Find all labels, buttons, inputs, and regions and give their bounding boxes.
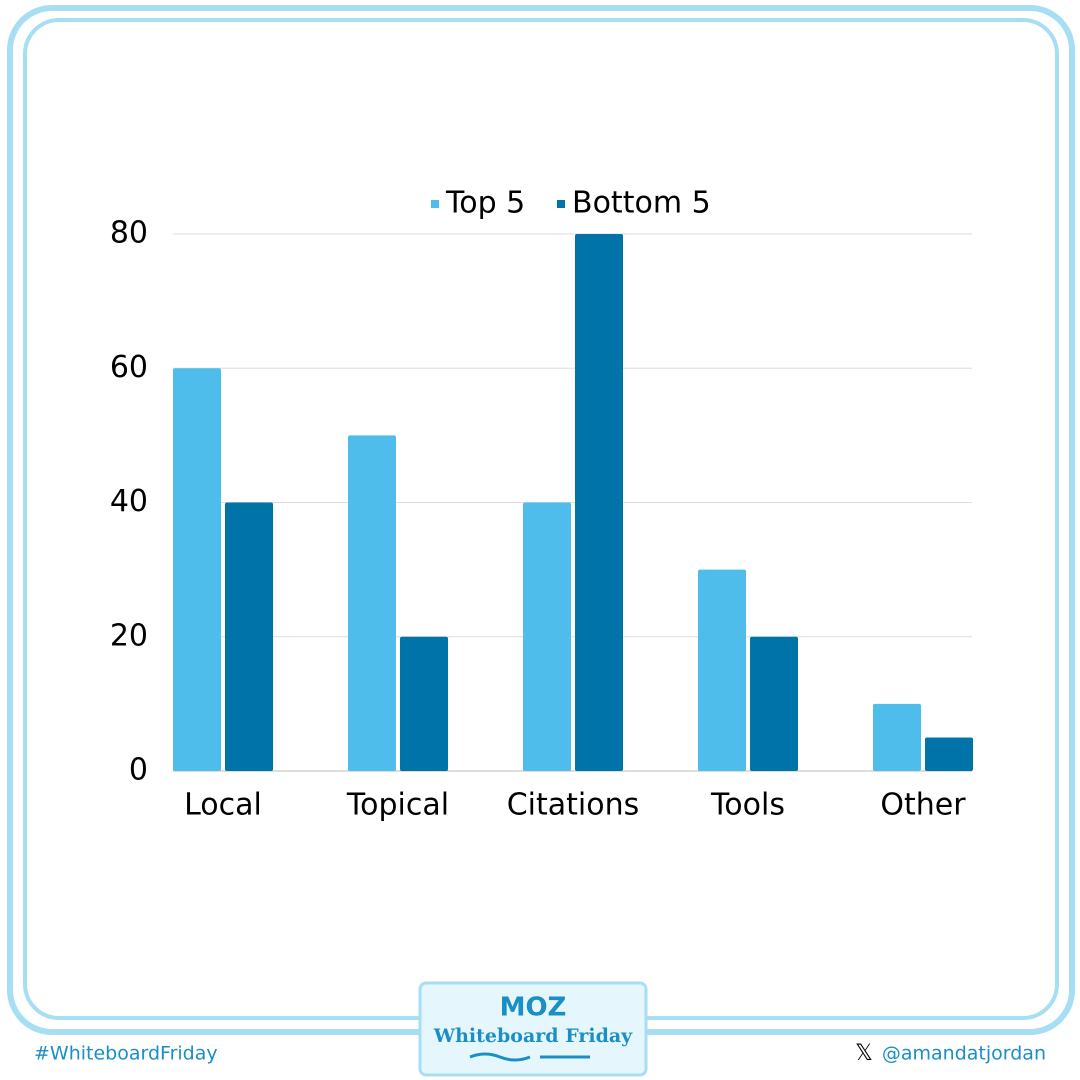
legend-label: Top 5 bbox=[445, 186, 525, 221]
bar bbox=[400, 636, 448, 771]
badge bbox=[418, 981, 648, 1077]
bar bbox=[173, 368, 221, 771]
pen-icon bbox=[469, 1052, 590, 1062]
logo: MOZ bbox=[500, 993, 567, 1023]
bar bbox=[225, 502, 273, 771]
y-tick-label: 80 bbox=[110, 216, 148, 251]
bar bbox=[348, 435, 396, 771]
hashtag: #WhiteboardFriday bbox=[34, 1043, 218, 1065]
chart: 0 20 40 60 80 Local Topical Citations Tools Other… bbox=[110, 186, 973, 823]
y-tick-label: 0 bbox=[129, 753, 148, 788]
bar bbox=[873, 703, 921, 771]
x-tick-label: Other bbox=[880, 788, 966, 823]
bar bbox=[575, 234, 623, 771]
y-tick-label: 40 bbox=[110, 484, 148, 519]
bar bbox=[523, 502, 571, 771]
bar bbox=[925, 737, 973, 771]
handle: @amandatjordan bbox=[882, 1043, 1046, 1065]
x-tick-label: Topical bbox=[346, 788, 449, 823]
bar bbox=[750, 636, 798, 771]
legend-swatch bbox=[431, 200, 439, 208]
x-tick-label: Tools bbox=[710, 788, 785, 823]
bar bbox=[698, 569, 746, 771]
x-tick-label: Local bbox=[184, 788, 262, 823]
y-tick-label: 60 bbox=[110, 350, 148, 385]
x-tick-label: Citations bbox=[507, 788, 640, 823]
y-tick-label: 20 bbox=[110, 618, 148, 653]
legend-label: Bottom 5 bbox=[572, 186, 711, 221]
legend-swatch bbox=[557, 200, 565, 208]
x-icon: 𝕏 bbox=[855, 1041, 873, 1066]
show-name: Whiteboard Friday bbox=[433, 1025, 633, 1047]
